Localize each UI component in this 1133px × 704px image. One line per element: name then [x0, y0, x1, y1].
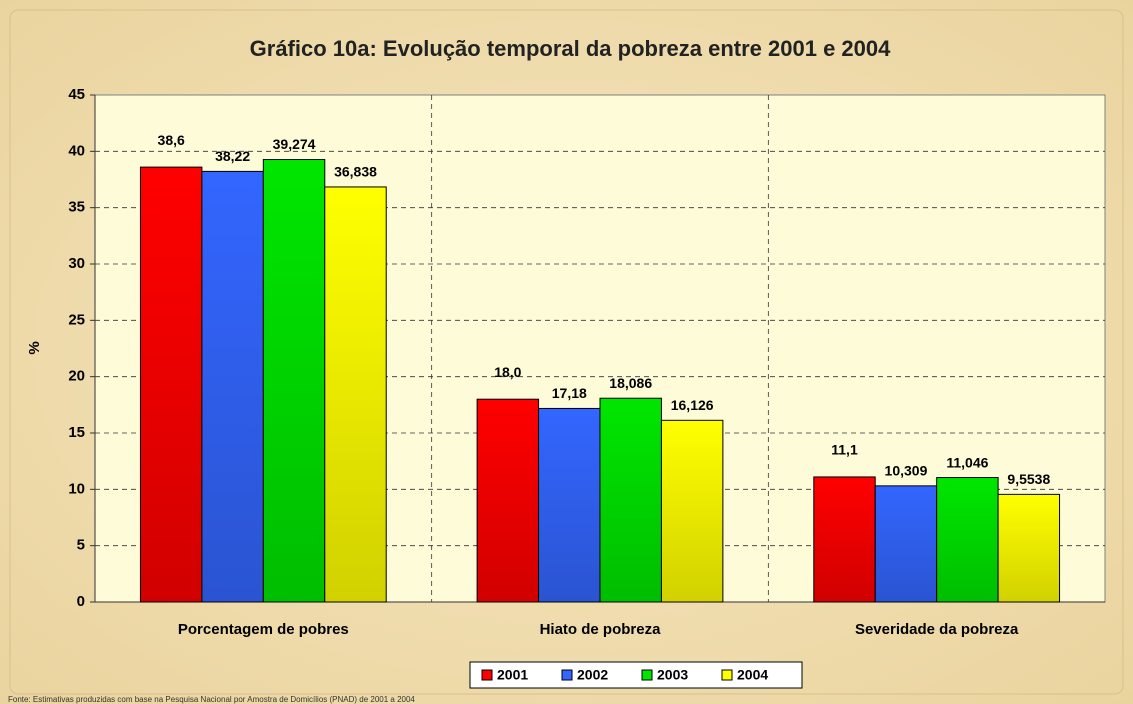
y-tick-label: 15	[68, 424, 85, 441]
value-label: 18,086	[609, 375, 652, 391]
chart-frame	[9, 9, 1124, 695]
value-label: 39,274	[273, 136, 316, 152]
legend-label: 2004	[737, 667, 768, 683]
value-label: 9,5538	[1007, 471, 1050, 487]
value-label: 38,22	[215, 148, 250, 164]
value-label: 16,126	[671, 397, 714, 413]
y-axis-label: %	[26, 341, 43, 354]
bar	[660, 419, 724, 603]
legend-swatch	[721, 669, 733, 681]
y-tick-label: 40	[68, 142, 85, 159]
footnote: Fonte: Estimativas produzidas com base n…	[8, 695, 415, 704]
bar	[476, 398, 540, 603]
x-tick-label: Hiato de pobreza	[540, 621, 662, 638]
bar	[874, 485, 938, 603]
y-tick-label: 10	[68, 480, 85, 497]
bar	[201, 170, 264, 603]
y-tick-label: 5	[77, 537, 85, 554]
y-tick-label: 25	[68, 311, 85, 328]
y-tick-label: 35	[68, 199, 85, 216]
legend-label: 2002	[577, 667, 608, 683]
bar	[997, 493, 1061, 603]
value-label: 18,0	[494, 364, 521, 380]
legend-swatch	[641, 669, 653, 681]
value-label: 38,6	[158, 132, 185, 148]
y-tick-label: 20	[68, 368, 85, 385]
bar	[813, 476, 876, 603]
y-tick-label: 30	[68, 255, 85, 272]
chart-title: Gráfico 10a: Evolução temporal da pobrez…	[250, 36, 891, 61]
bar	[324, 186, 387, 603]
value-label: 11,1	[831, 442, 858, 458]
legend-label: 2001	[497, 667, 528, 683]
bar	[538, 407, 601, 603]
value-label: 10,309	[885, 463, 928, 479]
legend-swatch	[481, 669, 493, 681]
legend-swatch	[561, 669, 573, 681]
legend-box	[469, 661, 803, 689]
value-label: 17,18	[552, 385, 587, 401]
y-tick-label: 0	[77, 593, 85, 610]
bar	[262, 159, 326, 603]
value-label: 36,838	[334, 164, 377, 180]
bar	[936, 477, 999, 603]
bar	[139, 166, 203, 603]
y-tick-label: 45	[68, 86, 85, 103]
x-tick-label: Porcentagem de pobres	[178, 621, 349, 638]
legend-label: 2003	[657, 667, 688, 683]
x-tick-label: Severidade da pobreza	[855, 621, 1019, 638]
bar	[599, 397, 662, 603]
value-label: 11,046	[946, 454, 988, 470]
